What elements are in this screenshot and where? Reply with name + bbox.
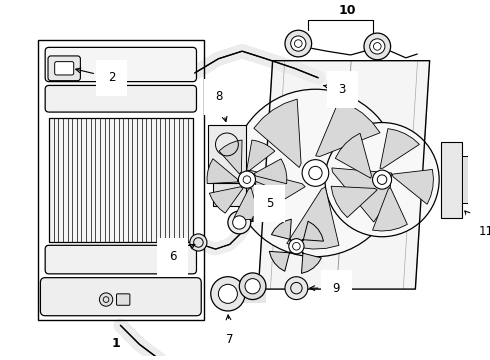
Polygon shape bbox=[392, 170, 434, 204]
Polygon shape bbox=[287, 187, 339, 249]
Bar bbox=[462, 156, 476, 203]
Text: 11: 11 bbox=[465, 211, 490, 238]
Polygon shape bbox=[331, 186, 377, 217]
Bar bbox=[394, 144, 423, 200]
Circle shape bbox=[289, 239, 304, 254]
Text: 1: 1 bbox=[111, 337, 120, 350]
FancyBboxPatch shape bbox=[45, 245, 196, 274]
Circle shape bbox=[245, 279, 260, 294]
Text: 3: 3 bbox=[324, 83, 346, 96]
Text: 7: 7 bbox=[226, 315, 234, 346]
Bar bbox=[213, 183, 246, 206]
Text: 10: 10 bbox=[338, 4, 356, 17]
Text: 8: 8 bbox=[216, 90, 227, 122]
Polygon shape bbox=[335, 133, 371, 178]
Polygon shape bbox=[209, 187, 243, 213]
Circle shape bbox=[239, 273, 266, 300]
Circle shape bbox=[302, 160, 329, 186]
Polygon shape bbox=[234, 188, 260, 220]
Text: 6: 6 bbox=[169, 244, 195, 263]
Bar bbox=[208, 125, 246, 183]
Polygon shape bbox=[332, 168, 392, 222]
FancyBboxPatch shape bbox=[117, 294, 130, 305]
Polygon shape bbox=[240, 167, 305, 218]
Polygon shape bbox=[302, 221, 323, 241]
Polygon shape bbox=[380, 129, 419, 168]
Circle shape bbox=[190, 234, 207, 251]
Polygon shape bbox=[316, 100, 380, 157]
FancyBboxPatch shape bbox=[48, 56, 80, 81]
Circle shape bbox=[369, 39, 385, 54]
FancyBboxPatch shape bbox=[40, 278, 201, 316]
Circle shape bbox=[211, 277, 245, 311]
Circle shape bbox=[238, 171, 255, 188]
Polygon shape bbox=[219, 140, 242, 174]
Text: 4: 4 bbox=[0, 359, 1, 360]
Circle shape bbox=[219, 284, 237, 303]
FancyBboxPatch shape bbox=[45, 48, 196, 82]
Circle shape bbox=[364, 33, 391, 60]
Text: 9: 9 bbox=[310, 282, 340, 294]
Polygon shape bbox=[271, 219, 292, 241]
Bar bbox=[228, 284, 266, 303]
Circle shape bbox=[285, 277, 308, 300]
Polygon shape bbox=[254, 159, 287, 184]
Polygon shape bbox=[207, 159, 238, 184]
Polygon shape bbox=[301, 252, 321, 273]
Circle shape bbox=[233, 216, 246, 229]
Polygon shape bbox=[246, 140, 275, 171]
Circle shape bbox=[228, 211, 251, 234]
Circle shape bbox=[285, 30, 312, 57]
FancyBboxPatch shape bbox=[45, 85, 196, 112]
Text: 5: 5 bbox=[251, 197, 273, 222]
Polygon shape bbox=[254, 99, 301, 167]
Polygon shape bbox=[372, 188, 407, 231]
Text: 2: 2 bbox=[76, 68, 116, 84]
Circle shape bbox=[372, 170, 392, 189]
Polygon shape bbox=[270, 251, 291, 271]
Circle shape bbox=[325, 122, 439, 237]
Polygon shape bbox=[258, 61, 430, 289]
Bar bbox=[38, 40, 204, 320]
Circle shape bbox=[99, 293, 113, 306]
Bar bbox=[441, 141, 462, 218]
Bar bbox=[49, 118, 193, 242]
FancyBboxPatch shape bbox=[55, 62, 74, 75]
Circle shape bbox=[232, 89, 399, 257]
Circle shape bbox=[291, 36, 306, 51]
Polygon shape bbox=[255, 181, 285, 213]
